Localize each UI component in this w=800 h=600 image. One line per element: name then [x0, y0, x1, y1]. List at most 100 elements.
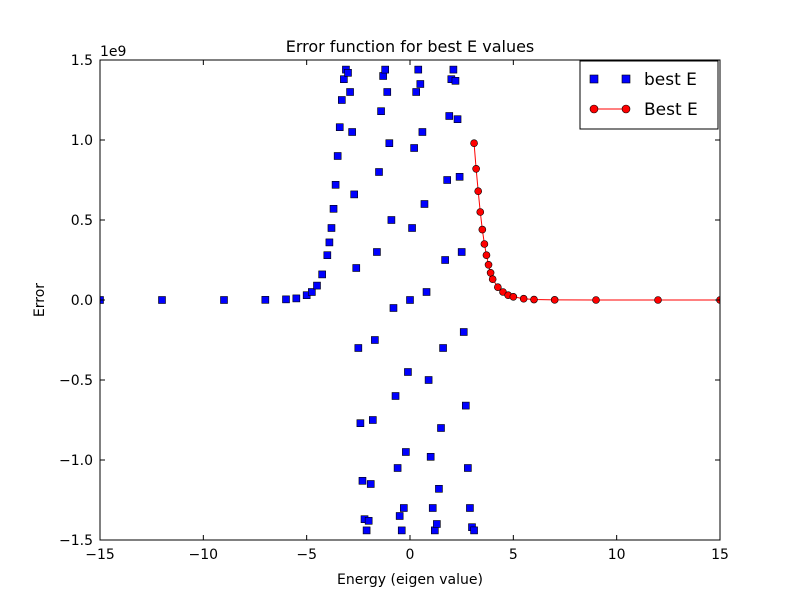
data-point-square [402, 448, 410, 456]
data-point-square [420, 200, 429, 208]
data-point-square [424, 376, 433, 384]
data-point-square [331, 181, 340, 189]
data-point-circle [470, 139, 478, 147]
data-point-circle [488, 275, 497, 284]
data-point-circle [474, 187, 483, 195]
data-point-square [292, 294, 301, 303]
y-tick-label: −1.0 [59, 453, 93, 469]
data-point-square [387, 216, 396, 224]
data-point-square [395, 512, 404, 520]
data-point-square [352, 264, 361, 272]
data-point-square [333, 152, 342, 160]
data-point-square [416, 80, 425, 88]
data-point-square [350, 190, 359, 199]
data-point-square [439, 344, 447, 352]
data-point-square [323, 251, 332, 259]
data-point-square [406, 296, 414, 304]
data-point-square [443, 176, 452, 184]
data-point-circle [654, 296, 662, 304]
legend-marker-circle [621, 104, 631, 114]
legend: best E Best E [579, 60, 719, 130]
data-point-circle [476, 208, 485, 216]
data-point-square [379, 72, 387, 80]
data-point-circle [592, 296, 600, 304]
data-point-square [381, 65, 390, 74]
data-point-square [344, 69, 352, 77]
data-point-square [408, 224, 416, 232]
data-point-circle [494, 283, 502, 292]
data-point-square [399, 504, 408, 512]
data-point-square [358, 476, 367, 485]
data-point-square [158, 296, 166, 304]
data-point-square [371, 336, 379, 344]
data-point-square [325, 238, 334, 247]
data-point-square [327, 224, 336, 232]
data-point-square [377, 107, 385, 115]
data-point-circle [484, 260, 493, 269]
data-point-square [348, 128, 356, 136]
data-point-square [451, 77, 460, 85]
data-point-square [318, 270, 326, 279]
data-point-square [356, 419, 365, 428]
plot-area: −15 −10 −5 0 5 10 15 −1.5 −1.0 −0.5 0.0 0.5 1.0 1.5 [59, 53, 729, 563]
x-tick-label: 10 [608, 547, 626, 563]
data-point-square [335, 123, 344, 131]
legend-marker-square [621, 74, 631, 84]
data-point-square [366, 480, 375, 488]
data-point-square [418, 128, 427, 136]
data-point-square [414, 65, 423, 74]
data-point-circle [486, 268, 495, 277]
legend-entry-1: best E [589, 70, 697, 90]
data-point-square [412, 88, 421, 96]
data-point-square [397, 526, 406, 535]
data-point-square [428, 504, 437, 512]
data-point-square [457, 248, 466, 256]
legend-label: Best E [644, 100, 698, 120]
data-point-square [362, 526, 371, 535]
data-point-square [393, 464, 402, 472]
data-point-square [449, 65, 458, 74]
legend-marker-square [589, 74, 599, 84]
legend-marker-circle [589, 104, 599, 114]
data-point-circle [472, 165, 480, 173]
x-tick-label: 0 [406, 547, 415, 563]
data-point-square [261, 296, 270, 304]
data-point-square [337, 96, 346, 104]
y-tick-label: 1.0 [71, 133, 93, 149]
data-point-square [340, 75, 348, 83]
data-point-square [459, 328, 468, 336]
x-axis-label: Energy (eigen value) [337, 572, 483, 588]
x-tick-label: −5 [296, 547, 317, 563]
data-point-square [404, 368, 412, 376]
data-point-square [441, 256, 449, 264]
data-point-square [383, 88, 392, 96]
data-point-square [445, 112, 454, 120]
data-point-square [435, 484, 443, 493]
y-axis-ticks: −1.5 −1.0 −0.5 0.0 0.5 1.0 1.5 [59, 53, 720, 549]
data-point-square [433, 520, 441, 528]
y-tick-label: 1.5 [71, 53, 93, 69]
data-point-circle [480, 240, 489, 248]
data-point-square [437, 424, 445, 432]
data-point-square [430, 526, 439, 535]
series-layer [100, 65, 720, 535]
data-point-square [220, 296, 228, 304]
y-tick-label: −0.5 [59, 373, 93, 389]
data-point-square [308, 288, 316, 296]
y-tick-label: −1.5 [59, 533, 93, 549]
data-point-circle [509, 292, 518, 301]
x-tick-label: −10 [189, 547, 219, 563]
data-point-square [391, 392, 400, 400]
data-point-square [464, 464, 472, 472]
y-tick-label: 0.0 [71, 293, 93, 309]
data-point-circle [519, 294, 528, 303]
y-axis-multiplier: 1e9 [100, 44, 126, 60]
y-axis-label: Error [32, 283, 48, 317]
data-point-square [461, 401, 470, 410]
data-point-square [282, 295, 290, 304]
data-point-circle [478, 225, 487, 234]
data-point-square [410, 144, 418, 152]
data-point-square [313, 281, 321, 290]
data-point-square [455, 173, 464, 181]
